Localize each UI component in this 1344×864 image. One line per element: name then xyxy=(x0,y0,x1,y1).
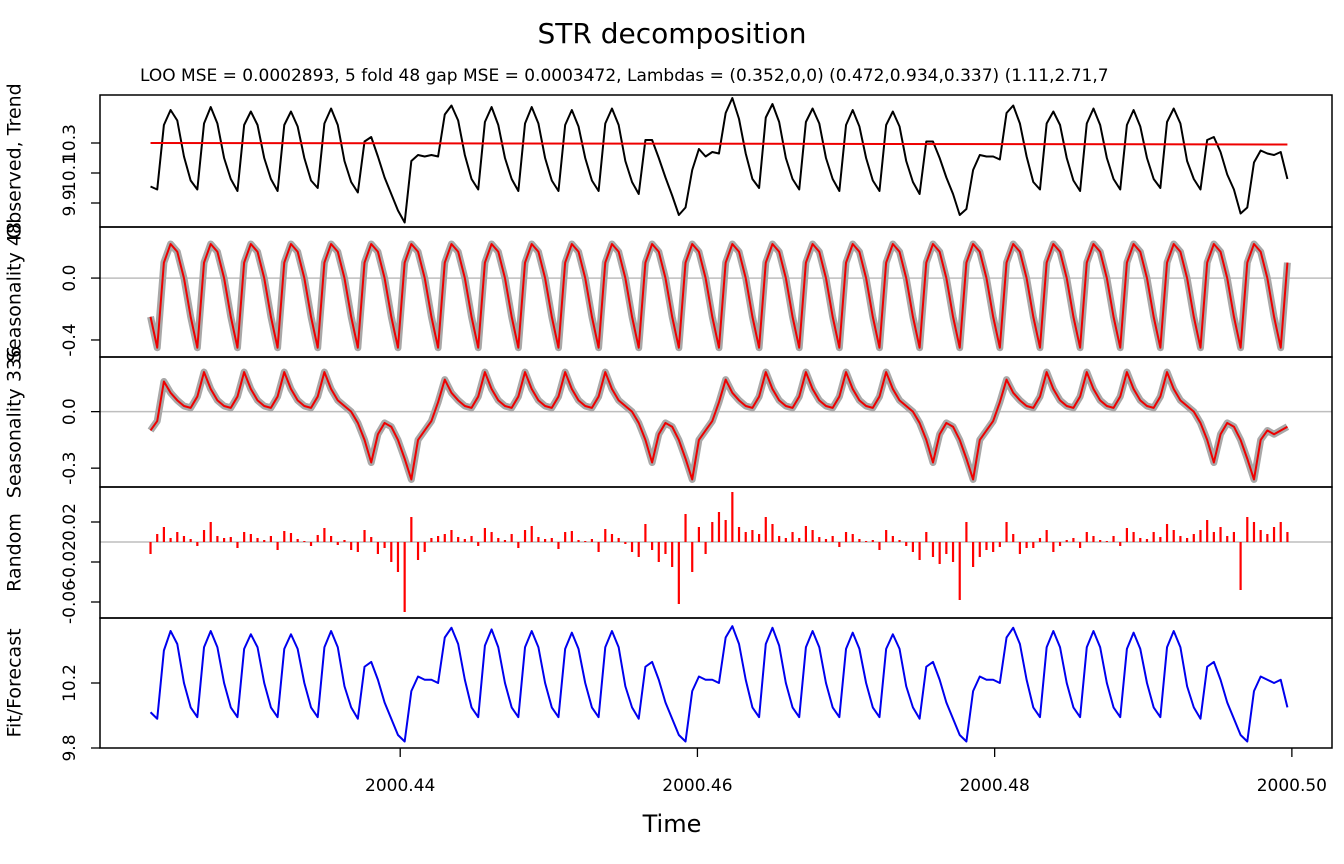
y-tick-label: 0.0 xyxy=(60,265,80,292)
series-line xyxy=(149,625,1289,743)
y-tick-label: -0.4 xyxy=(60,323,80,356)
y-axis-label: Seasonality 336 xyxy=(4,346,26,498)
y-tick-label: -0.02 xyxy=(60,540,80,584)
y-tick-label: 0.02 xyxy=(60,503,80,541)
chart-title: STR decomposition xyxy=(538,17,807,50)
y-tick-label: 10.2 xyxy=(60,664,80,702)
panel-frame xyxy=(99,486,1333,619)
series-line xyxy=(149,371,1288,481)
series-line xyxy=(149,243,1289,349)
y-tick-label: 0.0 xyxy=(60,398,80,425)
y-tick-label: 10.1 xyxy=(60,154,80,192)
y-tick-label: 10.3 xyxy=(60,124,80,162)
x-axis-label: Time xyxy=(642,810,702,838)
x-tick-label: 2000.50 xyxy=(1257,776,1327,796)
y-tick-label: 9.8 xyxy=(60,734,80,761)
y-axis-label: Random xyxy=(4,513,26,592)
series-line xyxy=(150,97,1289,224)
chart-subtitle: LOO MSE = 0.0002893, 5 fold 48 gap MSE =… xyxy=(140,66,1109,86)
series-line xyxy=(150,142,1288,146)
x-tick-label: 2000.48 xyxy=(959,776,1029,796)
x-tick-label: 2000.44 xyxy=(365,776,435,796)
y-axis-label: Observed, Trend xyxy=(4,83,26,239)
x-tick-label: 2000.46 xyxy=(662,776,732,796)
panel-frame xyxy=(99,617,1333,749)
y-tick-label: -0.3 xyxy=(60,452,80,485)
confidence-band xyxy=(147,368,1290,483)
y-axis-label: Fit/Forecast xyxy=(4,628,26,737)
y-tick-label: 9.9 xyxy=(60,189,80,216)
y-axis-label: Seasonality 48 xyxy=(4,222,26,362)
y-tick-label: -0.06 xyxy=(60,580,80,624)
